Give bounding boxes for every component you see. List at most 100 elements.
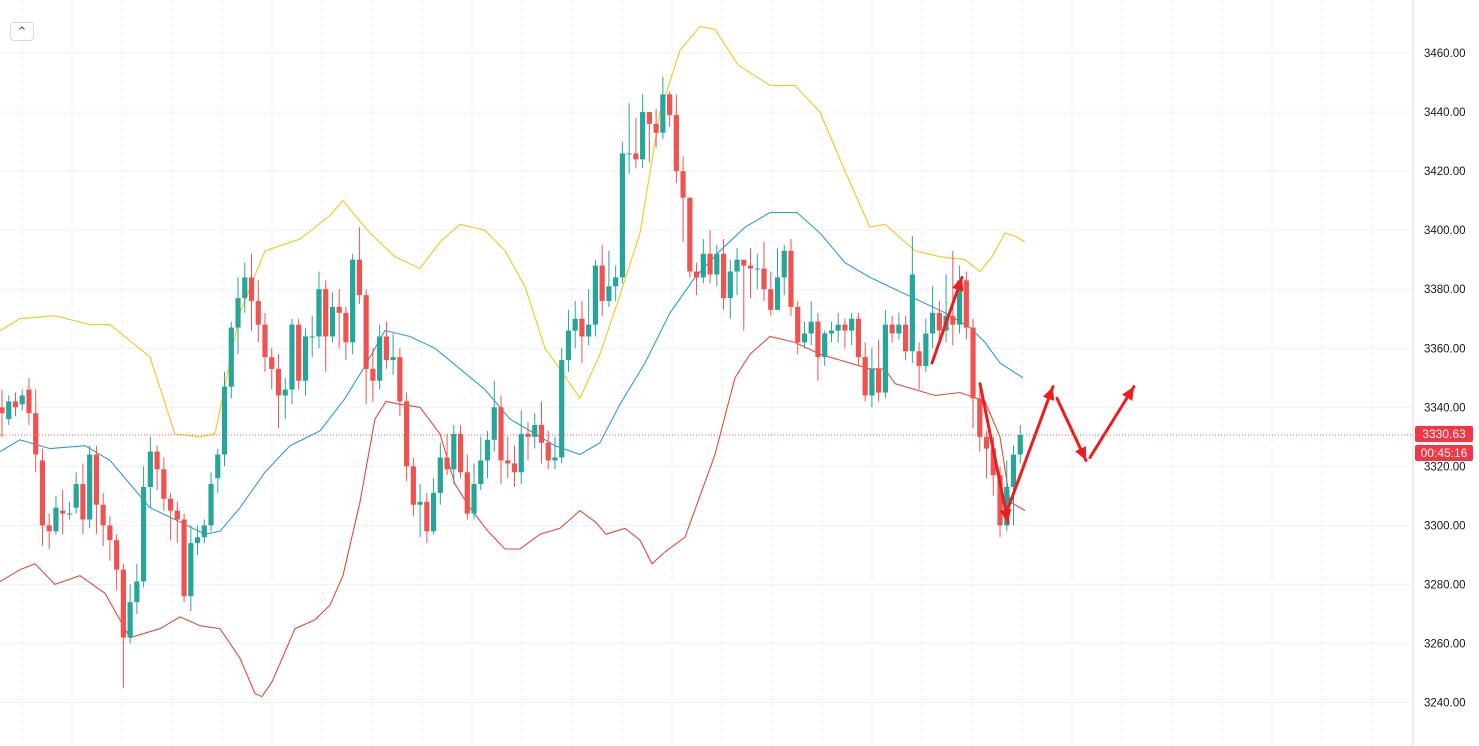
candle-body [296,324,302,381]
lower-band-line [0,335,1026,698]
candle-body [747,265,754,269]
candle-body [100,504,106,526]
candle-body [990,448,996,476]
y-tick-label: 3360.00 [1424,343,1466,355]
candle-body [761,268,767,290]
candle-body [923,333,929,366]
candle-body [66,513,73,515]
candle-body [417,501,423,505]
candle-body [383,336,389,361]
candle-body [174,510,180,520]
candle-body [0,407,5,414]
candle-body [437,457,443,493]
candle-body [484,439,491,461]
candle-body [60,510,66,514]
candle-body [538,425,545,443]
candle-body [262,324,268,358]
candle-body [323,289,329,337]
candle-body [822,333,828,358]
candle-body [936,312,942,331]
candle-body [896,324,902,334]
candle-body [511,463,518,473]
candle-body [201,525,207,538]
candle-body [565,330,572,361]
candle-body [316,289,322,337]
candle-body [302,336,309,381]
candle-body [93,454,100,505]
y-tick-label: 3380.00 [1424,284,1466,296]
candle-body [653,123,659,133]
candle-body [903,324,909,352]
candle-body [599,265,605,302]
candle-body [693,271,700,278]
candle-body [451,433,457,470]
candle-body [774,277,781,310]
candle-body [586,324,592,337]
chevron-up-icon: ^ [17,25,27,37]
y-tick-label: 3260.00 [1424,638,1466,650]
trend-arrow-line [930,275,964,365]
candle-body [19,395,25,405]
candle-body [788,250,794,307]
candle-body [963,280,969,328]
y-tick-label: 3440.00 [1424,107,1466,119]
candle-body [687,197,693,272]
candle-body [613,277,619,287]
candle-body [26,389,32,414]
candle-body [727,271,733,299]
candle-body [714,253,720,275]
candle-body [633,153,639,160]
candle-body [815,321,821,358]
candle-body [221,386,228,455]
last-price-label: 3330.63 [1415,425,1473,442]
candle-body [525,433,531,437]
candle-body [39,460,46,526]
trend-arrows [930,275,1136,524]
candle-body [646,112,652,124]
candle-body [430,492,437,532]
price-axis[interactable]: 3240.00 3260.00 3280.00 3300.00 3320.00 3340.… [1412,0,1466,746]
candle-body [248,277,255,302]
candle-body [700,253,706,278]
trend-arrow-head [1075,446,1086,461]
candle-body [275,368,282,396]
candle-body [950,315,956,325]
candle-body [619,153,625,278]
candle-body [228,327,234,387]
candle-body [828,330,835,334]
candle-countdown-label: 00:45:16 [1415,444,1473,461]
candle-body [370,368,376,381]
candle-body [188,543,194,597]
y-tick-label: 3280.00 [1424,579,1466,591]
candle-body [862,357,868,396]
candle-body [336,306,342,313]
candle-body [147,451,153,488]
candle-body [282,389,288,396]
candle-body [235,298,241,328]
candle-body [424,501,430,532]
candle-body [53,507,59,532]
trend-arrow-line [1003,385,1055,519]
candle-body [640,112,646,160]
candle-body [181,519,187,597]
trend-arrow-line [1088,385,1136,459]
candle-body [141,487,147,582]
candle-body [80,484,86,520]
candle-body [801,333,808,343]
candle-body [127,602,133,638]
candle-body [1017,434,1023,455]
candle-body [869,368,875,396]
candle-body [1004,487,1010,526]
candle-body [114,540,120,570]
candle-body [741,259,747,266]
candle-body [849,318,855,331]
candle-body [707,253,713,275]
candle-body [350,259,356,343]
candle-body [518,433,524,473]
candle-body [1010,454,1017,488]
collapse-button[interactable]: ^ [10,22,34,41]
candle-body [929,312,936,334]
candle-body [768,289,774,310]
candle-body [134,581,140,603]
